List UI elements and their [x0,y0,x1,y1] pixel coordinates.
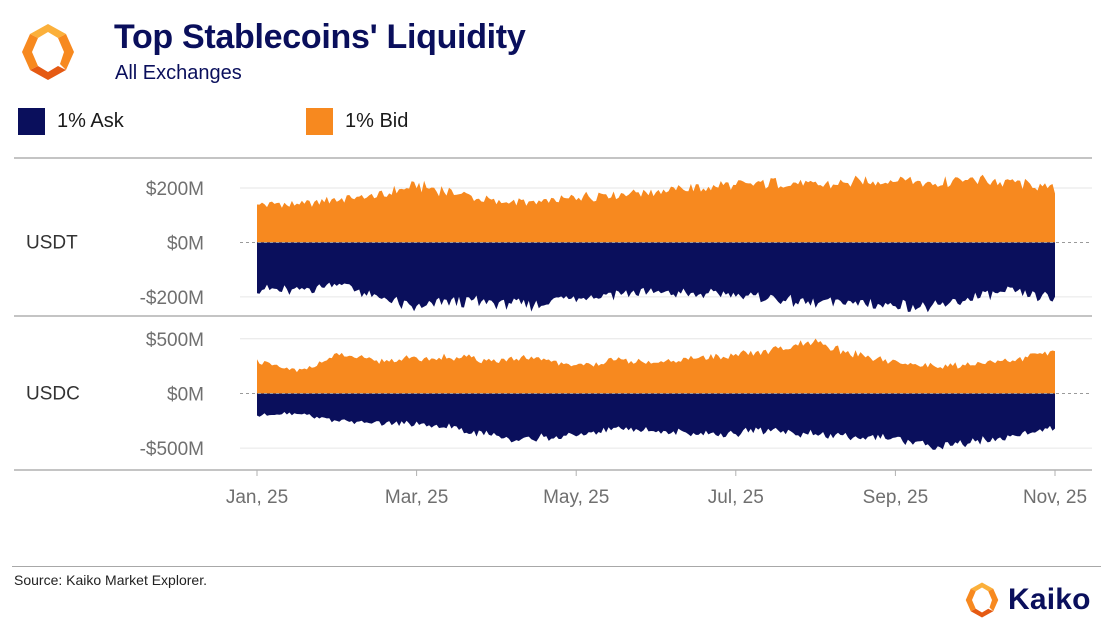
brand-icon [965,582,999,618]
x-tick-label: Sep, 25 [863,487,929,508]
area-usdt-bid [257,174,1055,243]
y-tick-label-usdc: -$500M [140,439,204,460]
area-usdc-bid [257,338,1055,394]
legend-item-bid: 1% Bid [306,107,408,135]
x-tick-label: Nov, 25 [1023,487,1087,508]
y-tick-label-usdt: $200M [146,179,204,200]
y-tick-label-usdt: -$200M [140,288,204,309]
x-tick-label: Mar, 25 [385,487,448,508]
legend-label-ask: 1% Ask [57,109,124,132]
brand-logo: Kaiko [962,580,1091,620]
x-tick-label: Jul, 25 [708,487,764,508]
legend-swatch-ask [18,107,45,135]
y-tick-label-usdc: $0M [167,384,204,405]
y-tick-label-usdt: $0M [167,233,204,254]
area-usdc-ask [257,393,1055,450]
legend-label-bid: 1% Bid [345,109,409,132]
legend-swatch-bid [306,107,333,135]
x-tick-label: Jan, 25 [226,487,288,508]
page-subtitle: All Exchanges [115,62,242,84]
legend-item-ask: 1% Ask [18,107,124,135]
y-tick-label-usdc: $500M [146,330,204,351]
footer-divider [12,566,1101,567]
panel-label-usdc: USDC [26,383,80,404]
panel-label-usdt: USDT [26,232,78,253]
x-tick-label: May, 25 [543,487,609,508]
logo-icon [22,24,74,80]
source-note: Source: Kaiko Market Explorer. [14,572,207,588]
brand-name: Kaiko [1008,583,1091,616]
page-title: Top Stablecoins' Liquidity [114,18,526,56]
area-usdt-ask [257,242,1055,313]
